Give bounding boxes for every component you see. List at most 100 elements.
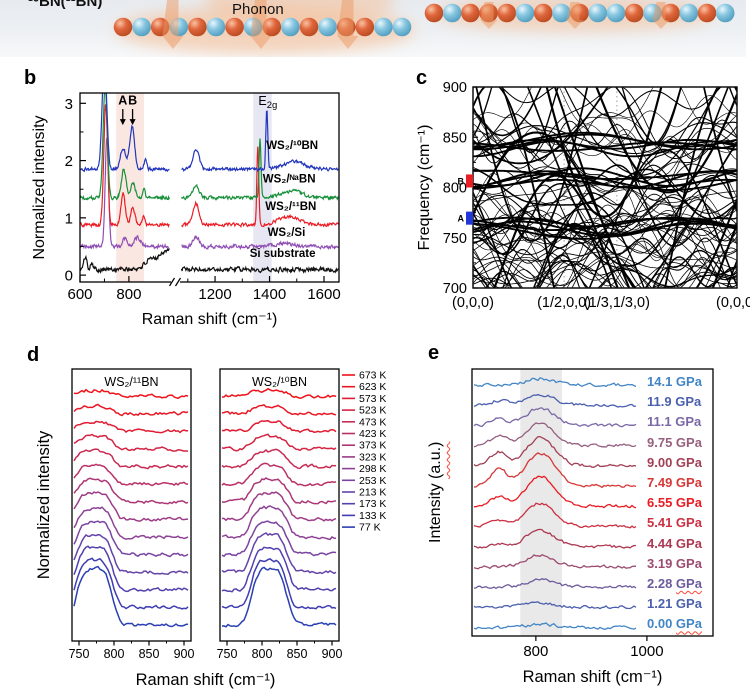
temp-curve-373 K	[221, 477, 337, 505]
panel-c-dispersion-plot: 700 750 800 850 900 (0,0,0) (1/2,0,0)(1/3,1/3,…	[416, 80, 750, 311]
y-tick-label: 2	[65, 153, 73, 170]
pressure-value: 3.19	[647, 555, 676, 571]
x-tick-label: 1600	[307, 286, 340, 303]
pressure-value: 9.00	[647, 454, 676, 470]
x-tick-label: 1000	[630, 643, 663, 660]
y-tick-label: 1	[65, 210, 73, 227]
pressure-label-0.00: 0.00 GPa	[647, 616, 702, 631]
series-label-WS₂/¹¹BN: WS₂/¹¹BN	[265, 201, 316, 213]
boron-atom	[461, 3, 480, 23]
phonon-band	[473, 113, 737, 201]
temp-curve-77 K	[221, 566, 337, 628]
mode-marker-label-B: B	[458, 176, 465, 186]
axis-frame	[71, 368, 192, 642]
phonon-band	[473, 141, 737, 288]
panel-b-raman-plot: 600 800 1200 1400 1600 0 1 2 3 Normalized intensi…	[31, 92, 341, 328]
panel-a-phonon-label: Phonon	[232, 1, 284, 18]
phonon-band	[473, 256, 737, 288]
pressure-value: 7.49	[647, 475, 676, 490]
pressure-label-9.00: 9.00 GPa	[647, 455, 702, 470]
temp-curve-673 K	[73, 388, 189, 400]
pressure-value: 9.75	[647, 434, 676, 450]
phonon-arrow-icon	[250, 0, 272, 49]
panel-e-y-title-main: Intensity	[427, 478, 444, 543]
boron-atom	[424, 3, 444, 23]
pressure-label-14.1: 14.1 GPa	[647, 374, 702, 389]
nitrogen-atom	[588, 3, 608, 23]
nitrogen-atom	[206, 17, 226, 37]
boron-atom	[697, 3, 717, 23]
y-axis-title: Frequency (cm⁻¹)	[416, 125, 433, 251]
pressure-label-11.1: 11.1 GPa	[647, 414, 701, 429]
boron-atom	[113, 17, 133, 37]
pressure-label-3.19: 3.19 GPa	[647, 556, 702, 571]
pressure-unit: GPa	[675, 596, 702, 612]
pressure-label-2.28: 2.28 GPa	[647, 576, 702, 591]
pressure-value: 11.9	[647, 394, 676, 410]
phonon-arrow-icon	[652, 2, 670, 29]
series-label-WS₂/¹⁰BN: WS₂/¹⁰BN	[266, 139, 318, 152]
phonon-band	[564, 87, 718, 176]
phonon-band	[473, 260, 737, 288]
phonon-band	[473, 87, 737, 169]
y-tick-label: 0	[65, 268, 73, 285]
series-curve-WS₂/ᴺᵃBN	[80, 93, 171, 202]
pressure-label-6.55: 6.55 GPa	[647, 495, 702, 510]
phonon-band	[473, 217, 737, 270]
pressure-label-5.41: 5.41 GPa	[647, 515, 702, 530]
nitrogen-atom	[281, 17, 300, 37]
phonon-arrow-icon	[566, 2, 584, 29]
pressure-unit: GPa	[675, 576, 702, 591]
phonon-band	[473, 169, 737, 180]
temp-curve-473 K	[221, 448, 337, 470]
axis-break-mask	[171, 279, 180, 286]
nitrogen-atom	[318, 17, 337, 37]
phonon-band	[473, 184, 737, 244]
x-tick-label: 750	[217, 647, 238, 661]
phonon-band	[473, 183, 737, 226]
temp-curve-323 K	[221, 491, 337, 522]
phonon-band	[473, 122, 737, 157]
temp-curve-373 K	[73, 477, 189, 505]
y-tick-label: 800	[443, 181, 467, 197]
pressure-unit: GPa	[675, 535, 702, 551]
pressure-curve-3.19	[473, 554, 637, 570]
legend-label: 213 K	[359, 487, 386, 499]
x-tick-label: 800	[523, 643, 548, 660]
phonon-band	[485, 254, 737, 288]
temp-curve-623 K	[73, 403, 189, 417]
series-label-WS₂/ᴺᵃBN: WS₂/ᴺᵃBN	[263, 173, 316, 185]
nitrogen-atom	[606, 3, 626, 23]
pressure-value: 11.1	[647, 414, 676, 430]
pressure-unit: GPa	[675, 555, 702, 571]
x-tick-label: 850	[139, 647, 160, 661]
pressure-label-9.75: 9.75 GPa	[647, 435, 702, 450]
panel-b-tag: b	[24, 67, 37, 89]
peak-annotation-B: B	[128, 93, 137, 107]
y-tick-label: 3	[65, 96, 73, 113]
boron-atom	[355, 17, 375, 37]
panel-d-temperature-plot: WS₂/¹¹BN 750 800 850 900 WS₂/¹⁰BN 750 800 850 900…	[35, 368, 386, 689]
phonon-band	[473, 218, 737, 288]
phonon-band	[473, 87, 737, 125]
legend-label: 423 K	[359, 428, 386, 440]
series-label-Si substrate: Si substrate	[250, 248, 316, 260]
boron-atom	[225, 17, 244, 37]
panel-e-y-title-unit: (a.u.)	[427, 441, 444, 479]
mode-marker-label-A: A	[458, 214, 465, 224]
pressure-curve-14.1	[473, 377, 637, 388]
phonon-band	[473, 87, 609, 165]
y-axis-title: Normalized intensity	[35, 430, 53, 579]
boron-atom	[624, 3, 644, 23]
pressure-value: 1.21	[647, 596, 676, 612]
axis-break-slash	[174, 277, 182, 287]
phonon-band	[473, 113, 737, 189]
temp-curve-133 K	[73, 557, 189, 610]
phonon-band	[473, 257, 737, 288]
phonon-arrow-icon	[162, 0, 184, 49]
legend-label: 173 K	[359, 498, 386, 510]
series-curve-WS₂/¹¹BN	[181, 146, 339, 229]
panel-e-pressure-plot: 800 1000 Raman shift (cm⁻¹)	[471, 368, 714, 686]
panel-e-y-axis-title: Intensity (a.u.)	[427, 362, 445, 622]
pressure-label-1.21: 1.21 GPa	[647, 596, 702, 611]
